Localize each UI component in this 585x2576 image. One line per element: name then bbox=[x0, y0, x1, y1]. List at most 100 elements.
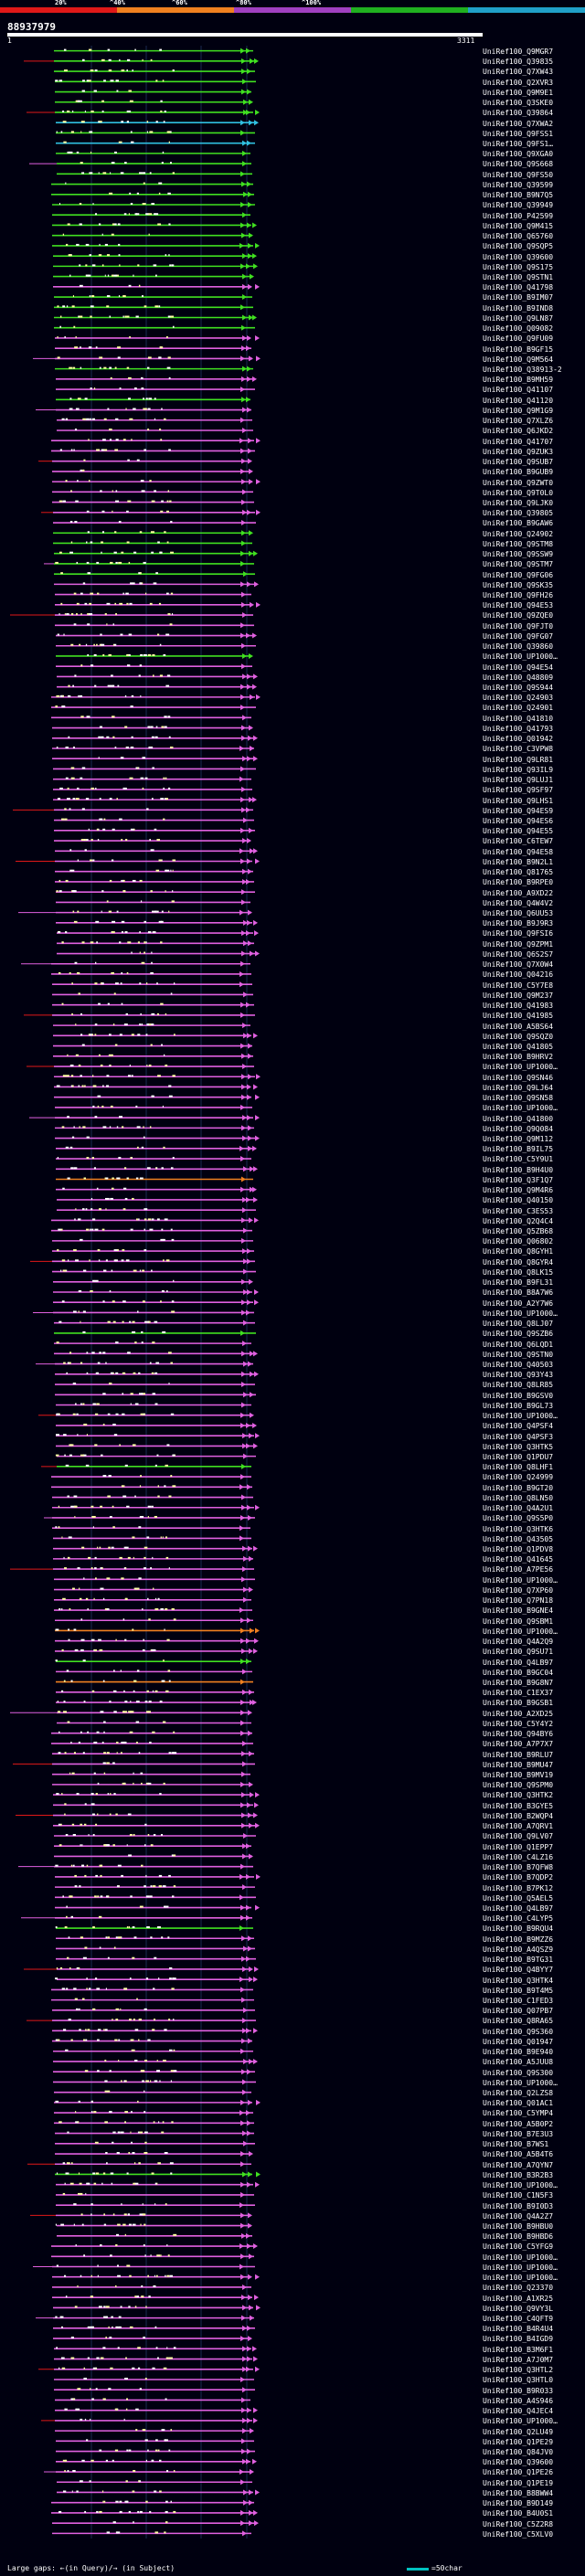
hit-row[interactable] bbox=[55, 1977, 258, 1983]
hit-label[interactable]: UniRef100_Q9Q084 bbox=[483, 1124, 554, 1133]
hit-label[interactable]: UniRef100_B7PK12 bbox=[483, 1883, 554, 1892]
hit-label[interactable]: UniRef100_B8BWW4 bbox=[483, 2488, 554, 2497]
hit-label[interactable]: UniRef100_Q9M4R6 bbox=[483, 1186, 554, 1195]
hit-row[interactable] bbox=[54, 2110, 253, 2116]
hit-label[interactable]: UniRef100_B4IGD9 bbox=[483, 2335, 554, 2344]
hit-row[interactable] bbox=[27, 1064, 254, 1070]
hit-label[interactable]: UniRef100_C1EX37 bbox=[483, 1689, 554, 1698]
hit-row[interactable] bbox=[55, 868, 253, 875]
hit-row[interactable] bbox=[54, 2099, 261, 2105]
hit-row[interactable] bbox=[33, 2263, 255, 2270]
hit-row[interactable] bbox=[52, 212, 250, 218]
hit-row[interactable] bbox=[56, 387, 255, 393]
hit-label[interactable]: UniRef100_A7QRV1 bbox=[483, 1822, 554, 1831]
hit-label[interactable]: UniRef100_Q39600 bbox=[483, 2458, 554, 2467]
hit-row[interactable] bbox=[54, 2376, 254, 2382]
hit-row[interactable] bbox=[54, 1084, 258, 1090]
hit-label[interactable]: UniRef100_Q2Q4C4 bbox=[483, 1216, 554, 1225]
hit-row[interactable] bbox=[44, 1514, 255, 1521]
hit-row[interactable] bbox=[52, 499, 254, 505]
hit-label[interactable]: UniRef100_Q8LK15 bbox=[483, 1267, 554, 1277]
hit-label[interactable]: UniRef100_Q9S5P0 bbox=[483, 1514, 554, 1523]
hit-label[interactable]: UniRef100_Q9SQP5 bbox=[483, 242, 554, 251]
hit-row[interactable] bbox=[53, 2305, 261, 2311]
hit-label[interactable]: UniRef100_Q9LUJ1 bbox=[483, 776, 554, 785]
hit-label[interactable]: UniRef100_A4S946 bbox=[483, 2396, 554, 2405]
hit-row[interactable] bbox=[41, 509, 261, 515]
hit-row[interactable] bbox=[55, 2397, 250, 2403]
hit-row[interactable] bbox=[55, 366, 253, 372]
hit-row[interactable] bbox=[44, 560, 254, 567]
hit-label[interactable]: UniRef100_B9GF15 bbox=[483, 345, 554, 354]
hit-label[interactable]: UniRef100_UP1000… bbox=[483, 2263, 558, 2272]
hit-row[interactable] bbox=[51, 1227, 252, 1234]
hit-row[interactable] bbox=[52, 1504, 260, 1511]
hit-row[interactable] bbox=[53, 1053, 253, 1059]
hit-label[interactable]: UniRef100_B9T4M5 bbox=[483, 1986, 554, 1995]
hit-label[interactable]: UniRef100_Q9S944 bbox=[483, 684, 554, 693]
hit-label[interactable]: UniRef100_Q9ZWT0 bbox=[483, 478, 554, 487]
hit-row[interactable] bbox=[54, 304, 253, 311]
hit-label[interactable]: UniRef100_B7QFW8 bbox=[483, 1863, 554, 1872]
hit-label[interactable]: UniRef100_Q9FG07 bbox=[483, 631, 554, 641]
hit-label[interactable]: UniRef100_Q06802 bbox=[483, 1237, 554, 1246]
hit-row[interactable] bbox=[24, 58, 259, 64]
hit-row[interactable] bbox=[21, 1914, 252, 1921]
hit-label[interactable]: UniRef100_C5YMP4 bbox=[483, 2109, 554, 2118]
hit-row[interactable] bbox=[13, 1761, 255, 1767]
hit-label[interactable]: UniRef100_Q94E53 bbox=[483, 601, 554, 610]
hit-row[interactable] bbox=[53, 1535, 251, 1542]
hit-row[interactable] bbox=[56, 642, 256, 649]
hit-label[interactable]: UniRef100_Q9SZB6 bbox=[483, 1330, 554, 1339]
hit-row[interactable] bbox=[51, 715, 251, 721]
hit-label[interactable]: UniRef100_Q7XLZ6 bbox=[483, 417, 554, 426]
hit-label[interactable]: UniRef100_B9J9R3 bbox=[483, 919, 554, 928]
hit-row[interactable] bbox=[53, 1033, 258, 1039]
hit-label[interactable]: UniRef100_Q94E54 bbox=[483, 663, 554, 672]
hit-row[interactable] bbox=[52, 981, 252, 988]
hit-label[interactable]: UniRef100_Q4W4V2 bbox=[483, 898, 554, 907]
hit-label[interactable]: UniRef100_C4LYP5 bbox=[483, 1914, 554, 1924]
hit-label[interactable]: UniRef100_C5XLV0 bbox=[483, 2529, 554, 2539]
hit-label[interactable]: UniRef100_Q93IL9 bbox=[483, 765, 554, 774]
hit-label[interactable]: UniRef100_B9D149 bbox=[483, 2499, 554, 2508]
hit-label[interactable]: UniRef100_Q7XWA2 bbox=[483, 119, 554, 128]
hit-row[interactable] bbox=[52, 222, 257, 228]
hit-row[interactable] bbox=[57, 673, 258, 680]
hit-row[interactable] bbox=[55, 2171, 261, 2178]
hit-row[interactable] bbox=[56, 120, 259, 126]
hit-label[interactable]: UniRef100_A7P7X7 bbox=[483, 1740, 554, 1749]
hit-row[interactable] bbox=[30, 2212, 252, 2219]
hit-label[interactable]: UniRef100_B9GL73 bbox=[483, 1401, 554, 1410]
hit-row[interactable] bbox=[30, 1258, 255, 1265]
hit-label[interactable]: UniRef100_UP1000… bbox=[483, 2417, 558, 2426]
hit-row[interactable] bbox=[55, 1135, 260, 1141]
hit-row[interactable] bbox=[52, 1248, 254, 1255]
hit-row[interactable] bbox=[57, 930, 259, 937]
hit-row[interactable] bbox=[55, 1638, 259, 1644]
hit-label[interactable]: UniRef100_UP1000… bbox=[483, 1063, 558, 1072]
hit-row[interactable] bbox=[53, 273, 254, 280]
hit-label[interactable]: UniRef100_Q8GYR4 bbox=[483, 1257, 554, 1267]
hit-label[interactable]: UniRef100_Q41798 bbox=[483, 283, 554, 292]
hit-label[interactable]: UniRef100_Q8LHF1 bbox=[483, 1463, 554, 1472]
hit-row[interactable] bbox=[27, 2161, 251, 2168]
hit-row[interactable] bbox=[55, 1648, 258, 1654]
hit-row[interactable] bbox=[52, 2028, 258, 2034]
hit-label[interactable]: UniRef100_B9RQU4 bbox=[483, 1924, 554, 1934]
hit-label[interactable]: UniRef100_Q9FJT0 bbox=[483, 621, 554, 631]
hit-label[interactable]: UniRef100_Q9LJK0 bbox=[483, 498, 554, 507]
hit-label[interactable]: UniRef100_Q8GYH1 bbox=[483, 1247, 554, 1256]
hit-row[interactable] bbox=[41, 1463, 251, 1469]
hit-label[interactable]: UniRef100_Q4PSF4 bbox=[483, 1422, 554, 1431]
hit-label[interactable]: UniRef100_Q5ZB68 bbox=[483, 1227, 554, 1236]
hit-label[interactable]: UniRef100_Q41107 bbox=[483, 386, 554, 395]
hit-label[interactable]: UniRef100_Q8LN50 bbox=[483, 1493, 554, 1502]
hit-row[interactable] bbox=[54, 2387, 255, 2393]
hit-label[interactable]: UniRef100_Q9LJ64 bbox=[483, 1083, 554, 1092]
hit-label[interactable]: UniRef100_B9H4U0 bbox=[483, 1165, 554, 1174]
hit-row[interactable] bbox=[55, 2428, 254, 2434]
hit-row[interactable] bbox=[55, 2407, 258, 2413]
hit-row[interactable] bbox=[52, 479, 261, 485]
hit-row[interactable] bbox=[53, 1299, 259, 1306]
